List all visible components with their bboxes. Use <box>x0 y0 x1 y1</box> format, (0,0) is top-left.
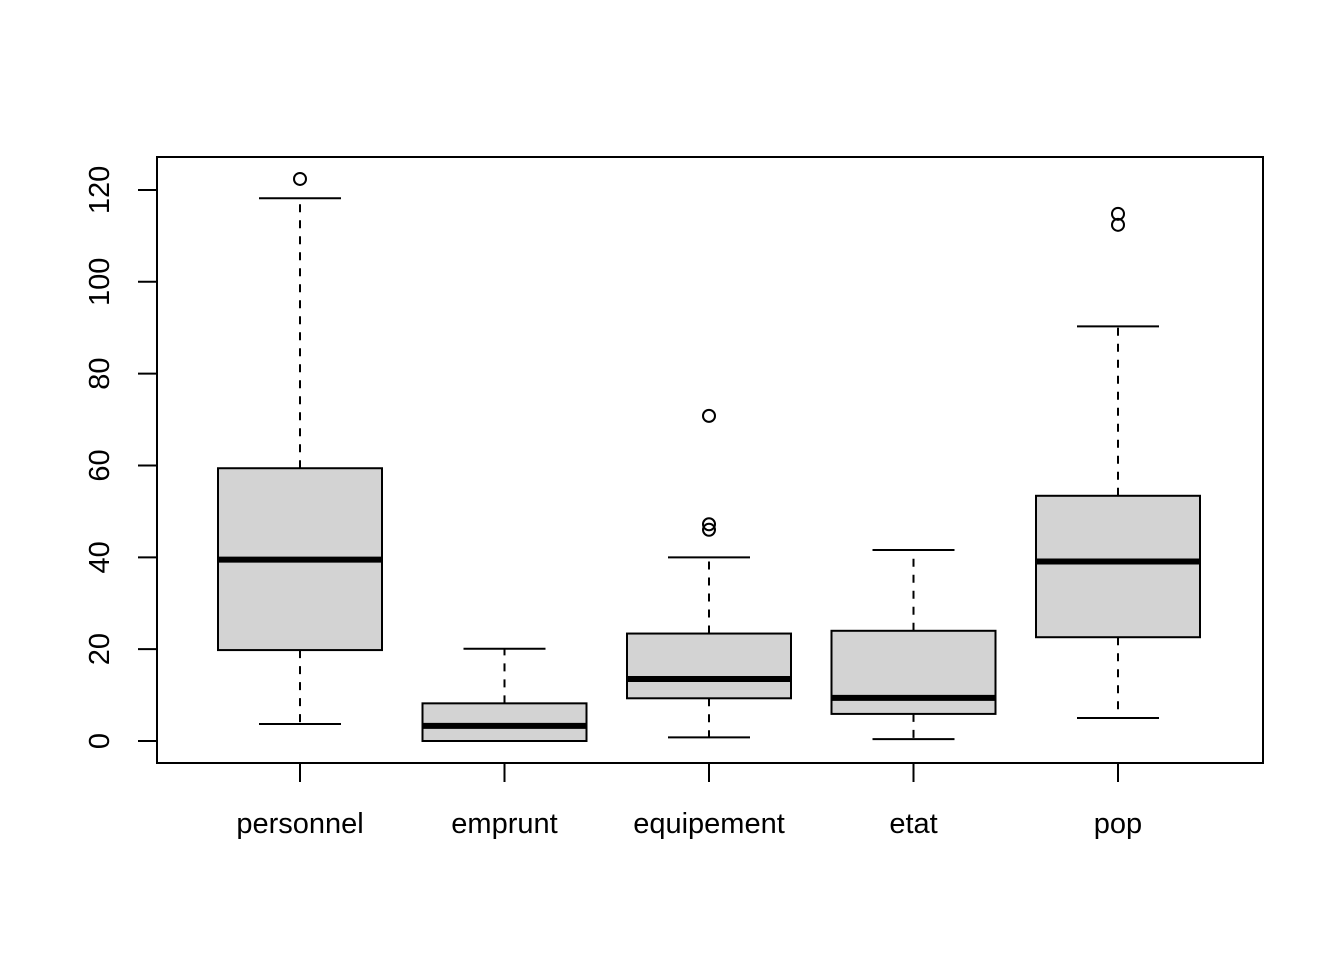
x-tick-label: pop <box>1094 808 1142 840</box>
y-tick-label: 0 <box>84 733 116 749</box>
y-tick-label: 80 <box>84 358 116 390</box>
y-tick-label: 60 <box>84 449 116 481</box>
x-axis: personnel emprunt equipement etat pop <box>236 762 1142 840</box>
box-iqr <box>626 632 792 700</box>
boxes <box>217 171 1201 742</box>
y-tick-label: 100 <box>84 258 116 306</box>
outlier-point <box>1111 206 1125 221</box>
box-iqr <box>421 702 588 742</box>
box-group <box>1035 206 1201 720</box>
x-tick-label: personnel <box>236 808 363 840</box>
outlier-point <box>293 171 307 186</box>
outlier-point <box>702 522 716 537</box>
y-tick-label: 20 <box>84 633 116 665</box>
box-group <box>421 647 588 742</box>
x-tick-label: emprunt <box>451 808 557 840</box>
box-iqr <box>830 629 997 715</box>
outlier-point <box>702 408 716 423</box>
box-group <box>626 408 792 739</box>
x-tick-label: equipement <box>633 808 785 840</box>
y-axis: 0 20 40 60 80 100 120 <box>84 166 158 749</box>
x-tick-label: etat <box>889 808 937 840</box>
outlier-point <box>702 517 716 532</box>
box-group <box>217 171 383 726</box>
box-iqr <box>1035 494 1201 639</box>
y-tick-label: 40 <box>84 541 116 573</box>
box-group <box>830 548 997 741</box>
y-tick-label: 120 <box>84 166 116 214</box>
